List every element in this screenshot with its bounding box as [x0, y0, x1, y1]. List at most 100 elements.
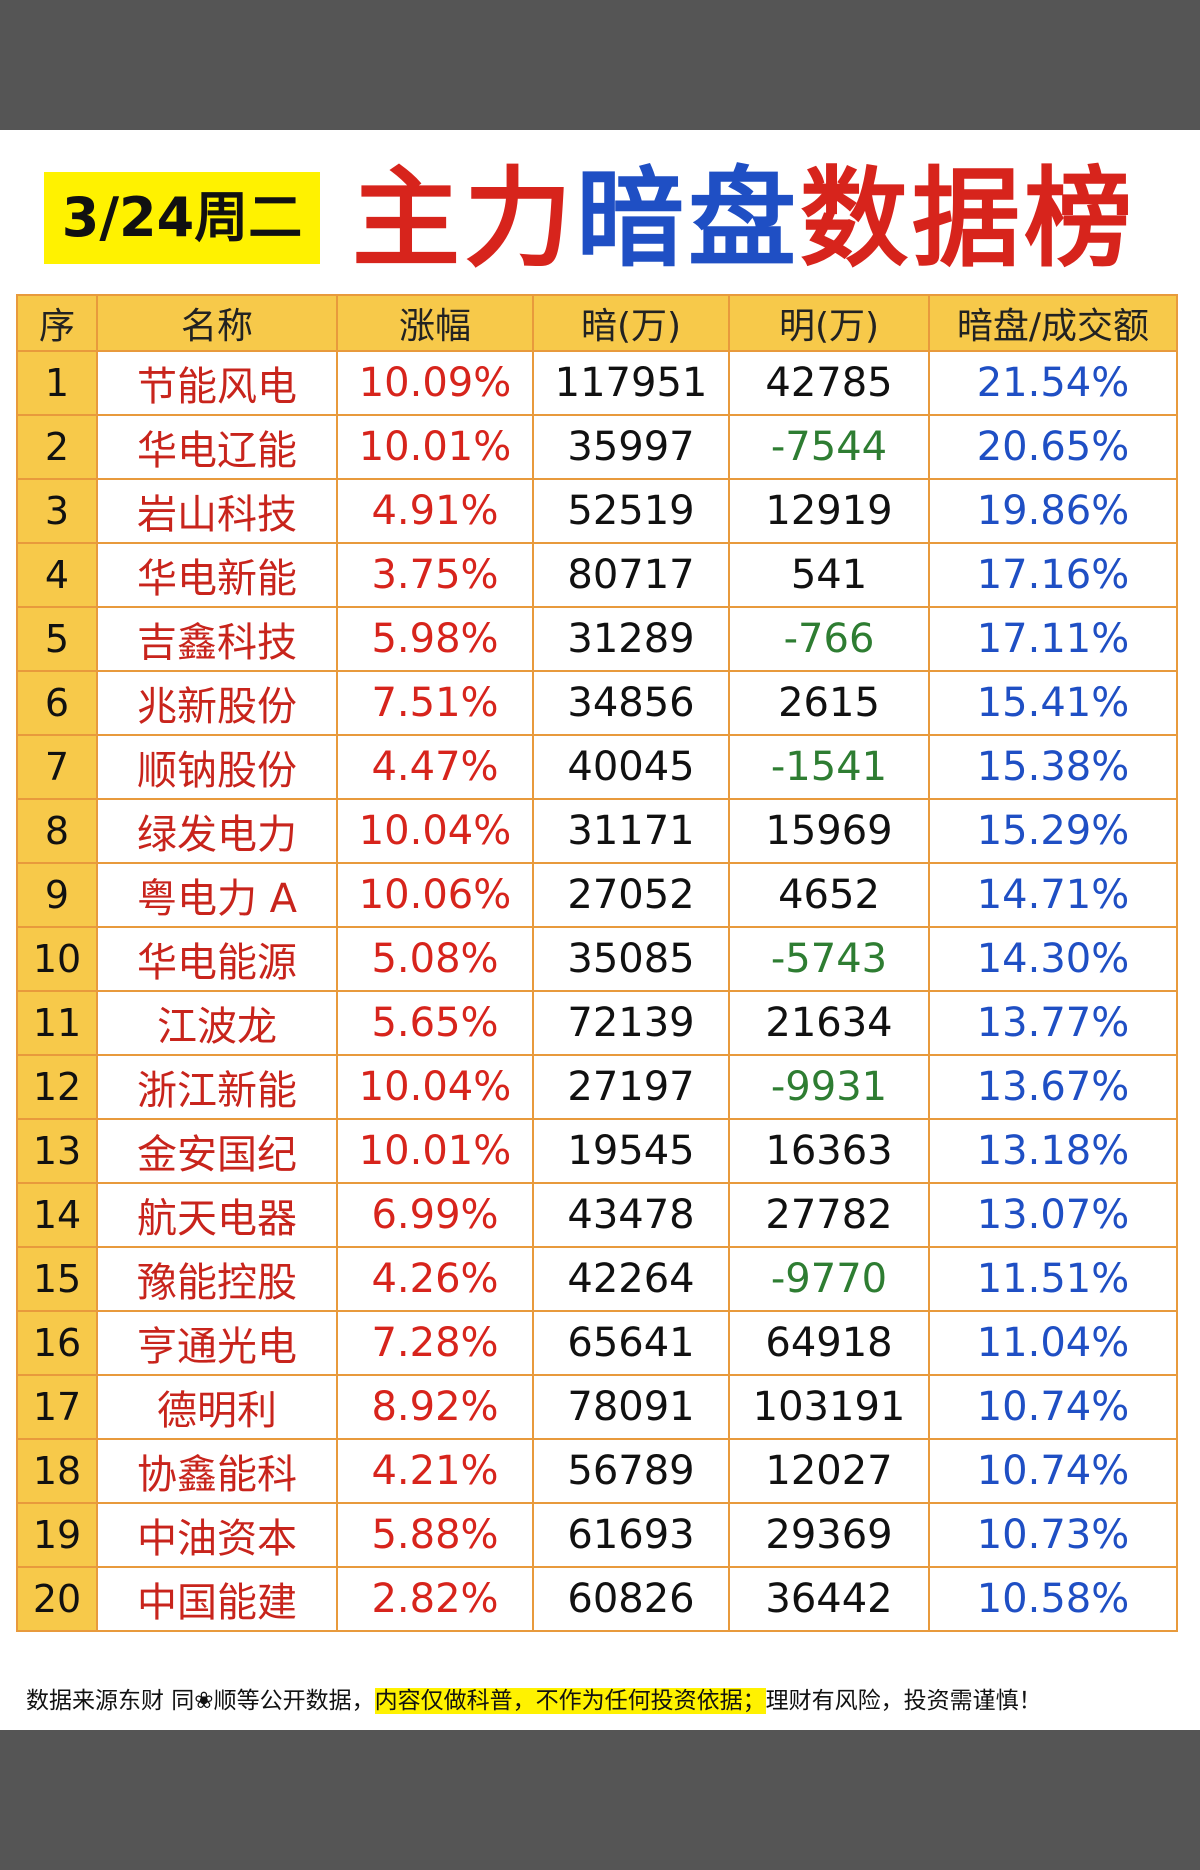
- cell-dark-pool: 52519: [532, 478, 730, 544]
- cell-dark-pool: 35085: [532, 926, 730, 992]
- footer-risk: 理财有风险，投资需谨慎！: [765, 1688, 1042, 1714]
- cell-change: 4.91%: [336, 478, 534, 544]
- table-row: 4 华电新能 3.75% 80717 541 17.16%: [16, 542, 1178, 608]
- cell-dark-pool: 35997: [532, 414, 730, 480]
- title-part-data-board: 数据榜: [800, 157, 1137, 282]
- cell-change: 5.65%: [336, 990, 534, 1056]
- cell-change: 7.51%: [336, 670, 534, 736]
- cell-stock-name: 顺钠股份: [96, 734, 338, 800]
- date-badge: 3/24周二: [44, 172, 320, 264]
- cell-stock-name: 吉鑫科技: [96, 606, 338, 672]
- cell-ratio: 13.77%: [928, 990, 1178, 1056]
- table-row: 20 中国能建 2.82% 60826 36442 10.58%: [16, 1566, 1178, 1632]
- table-row: 1 节能风电 10.09% 117951 42785 21.54%: [16, 350, 1178, 416]
- table-row: 18 协鑫能科 4.21% 56789 12027 10.74%: [16, 1438, 1178, 1504]
- cell-change: 4.26%: [336, 1246, 534, 1312]
- col-header-name: 名称: [96, 294, 338, 352]
- table-row: 13 金安国纪 10.01% 19545 16363 13.18%: [16, 1118, 1178, 1184]
- cell-dark-pool: 65641: [532, 1310, 730, 1376]
- cell-stock-name: 德明利: [96, 1374, 338, 1440]
- cell-stock-name: 航天电器: [96, 1182, 338, 1248]
- cell-dark-pool: 80717: [532, 542, 730, 608]
- title-part-dark-pool: 暗盘: [576, 157, 801, 282]
- cell-change: 10.01%: [336, 414, 534, 480]
- cell-change: 5.88%: [336, 1502, 534, 1568]
- title-part-main-force: 主力: [352, 157, 577, 282]
- cell-ratio: 19.86%: [928, 478, 1178, 544]
- cell-change: 4.21%: [336, 1438, 534, 1504]
- cell-seq: 10: [16, 926, 98, 992]
- cell-change: 6.99%: [336, 1182, 534, 1248]
- cell-dark-pool: 27052: [532, 862, 730, 928]
- cell-seq: 5: [16, 606, 98, 672]
- cell-dark-pool: 43478: [532, 1182, 730, 1248]
- cell-dark-pool: 60826: [532, 1566, 730, 1632]
- cell-stock-name: 江波龙: [96, 990, 338, 1056]
- table-row: 14 航天电器 6.99% 43478 27782 13.07%: [16, 1182, 1178, 1248]
- cell-ratio: 13.07%: [928, 1182, 1178, 1248]
- cell-change: 7.28%: [336, 1310, 534, 1376]
- cell-ratio: 21.54%: [928, 350, 1178, 416]
- cell-change: 10.04%: [336, 1054, 534, 1120]
- page-title: 主力暗盘数据榜: [352, 150, 1136, 290]
- cell-dark-pool: 19545: [532, 1118, 730, 1184]
- cell-stock-name: 岩山科技: [96, 478, 338, 544]
- table-row: 8 绿发电力 10.04% 31171 15969 15.29%: [16, 798, 1178, 864]
- cell-change: 10.04%: [336, 798, 534, 864]
- cell-stock-name: 中国能建: [96, 1566, 338, 1632]
- cell-change: 5.08%: [336, 926, 534, 992]
- cell-dark-pool: 78091: [532, 1374, 730, 1440]
- footer-note: 数据来源东财 同❀顺等公开数据，内容仅做科普，不作为任何投资依据；理财有风险，投…: [26, 1682, 1176, 1720]
- cell-change: 5.98%: [336, 606, 534, 672]
- table-row: 6 兆新股份 7.51% 34856 2615 15.41%: [16, 670, 1178, 736]
- cell-ratio: 10.74%: [928, 1374, 1178, 1440]
- cell-stock-name: 兆新股份: [96, 670, 338, 736]
- table-row: 17 德明利 8.92% 78091 103191 10.74%: [16, 1374, 1178, 1440]
- cell-open-market: 2615: [728, 670, 930, 736]
- cell-open-market: -5743: [728, 926, 930, 992]
- cell-seq: 12: [16, 1054, 98, 1120]
- cell-seq: 13: [16, 1118, 98, 1184]
- table-row: 5 吉鑫科技 5.98% 31289 -766 17.11%: [16, 606, 1178, 672]
- cell-ratio: 11.51%: [928, 1246, 1178, 1312]
- cell-dark-pool: 61693: [532, 1502, 730, 1568]
- cell-ratio: 17.11%: [928, 606, 1178, 672]
- col-header-seq: 序: [16, 294, 98, 352]
- cell-stock-name: 华电能源: [96, 926, 338, 992]
- table-header-row: 序 名称 涨幅 暗(万) 明(万) 暗盘/成交额: [16, 294, 1178, 352]
- cell-open-market: 36442: [728, 1566, 930, 1632]
- cell-ratio: 14.30%: [928, 926, 1178, 992]
- cell-open-market: -9770: [728, 1246, 930, 1312]
- cell-ratio: 15.29%: [928, 798, 1178, 864]
- col-header-dark: 暗(万): [532, 294, 730, 352]
- cell-seq: 2: [16, 414, 98, 480]
- cell-ratio: 10.74%: [928, 1438, 1178, 1504]
- cell-open-market: 12919: [728, 478, 930, 544]
- cell-stock-name: 豫能控股: [96, 1246, 338, 1312]
- cell-open-market: 29369: [728, 1502, 930, 1568]
- cell-stock-name: 浙江新能: [96, 1054, 338, 1120]
- cell-seq: 4: [16, 542, 98, 608]
- cell-seq: 16: [16, 1310, 98, 1376]
- cell-dark-pool: 31171: [532, 798, 730, 864]
- cell-open-market: 27782: [728, 1182, 930, 1248]
- cell-seq: 17: [16, 1374, 98, 1440]
- cell-ratio: 20.65%: [928, 414, 1178, 480]
- cell-seq: 19: [16, 1502, 98, 1568]
- table-row: 11 江波龙 5.65% 72139 21634 13.77%: [16, 990, 1178, 1056]
- cell-seq: 1: [16, 350, 98, 416]
- cell-stock-name: 节能风电: [96, 350, 338, 416]
- col-header-ratio: 暗盘/成交额: [928, 294, 1178, 352]
- cell-dark-pool: 27197: [532, 1054, 730, 1120]
- cell-seq: 15: [16, 1246, 98, 1312]
- cell-open-market: 16363: [728, 1118, 930, 1184]
- cell-seq: 6: [16, 670, 98, 736]
- cell-open-market: 4652: [728, 862, 930, 928]
- top-gray-band: [0, 0, 1200, 130]
- cell-dark-pool: 42264: [532, 1246, 730, 1312]
- cell-open-market: 12027: [728, 1438, 930, 1504]
- footer-source: 数据来源东财 同❀顺等公开数据，: [26, 1688, 375, 1714]
- cell-ratio: 15.38%: [928, 734, 1178, 800]
- cell-ratio: 13.67%: [928, 1054, 1178, 1120]
- table-body: 1 节能风电 10.09% 117951 42785 21.54% 2 华电辽能 10.01% 3…: [16, 350, 1178, 1632]
